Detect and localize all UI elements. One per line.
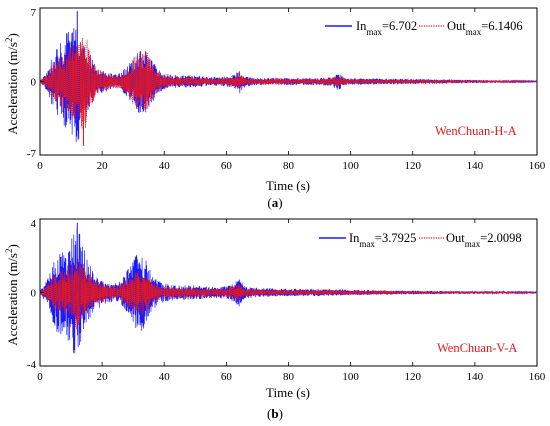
panel-b-x-tick-label: 160 xyxy=(529,371,546,383)
panel-b-x-tick-label: 100 xyxy=(342,371,359,383)
panel-b-caption: (b) xyxy=(267,406,283,421)
panel-a-chart: 0 20 40 60 80 100 120 140 160 -707 Acceleration … xyxy=(4,7,546,210)
panel-b-x-tick-label: 80 xyxy=(283,371,295,383)
panel-b-y-ticks: -4 0 4 xyxy=(27,218,44,371)
panel-b-chart: 0 20 40 60 80 100 120 140 160 -404 Acceleration … xyxy=(4,218,546,421)
panel-a-ylabel: Acceleration (m/s2) xyxy=(4,33,20,135)
panel-a-y-tick-label: 7 xyxy=(31,7,37,19)
panel-a-x-tick-label: 20 xyxy=(97,160,109,172)
panel-b-x-tick-label: 120 xyxy=(405,371,422,383)
panel-a-traces xyxy=(39,11,538,146)
panel-b-legend-in-label: Inmax=3.7925 xyxy=(349,231,416,249)
panel-a-xlabel: Time (s) xyxy=(266,178,310,193)
panel-a-series-out-line xyxy=(39,37,538,130)
panel-b-x-tick-label: 140 xyxy=(467,371,484,383)
panel-b-traces xyxy=(39,222,538,354)
panel-b-x-tick-label: 60 xyxy=(221,371,233,383)
panel-a-x-tick-label: 100 xyxy=(342,160,359,172)
panel-b-annotation: WenChuan-V-A xyxy=(437,341,517,355)
panel-a-x-tick-label: 120 xyxy=(405,160,422,172)
panel-a-x-tick-label: 60 xyxy=(221,160,233,172)
panel-b-xlabel: Time (s) xyxy=(266,385,310,400)
panel-b-y-tick-label: 0 xyxy=(31,288,37,300)
panel-a-caption: (a) xyxy=(267,195,282,210)
panel-a-x-tick-label: 80 xyxy=(283,160,295,172)
panel-a-y-tick-label: 0 xyxy=(31,77,37,89)
panel-a-y-tick-label: -7 xyxy=(27,148,37,160)
panel-a-x-tick-label: 140 xyxy=(467,160,484,172)
panel-b-y-tick-label: -4 xyxy=(27,359,37,371)
panel-b-legend: Inmax=3.7925 Outmax=2.0098 xyxy=(319,231,522,249)
panel-b-x-tick-label: 20 xyxy=(97,371,109,383)
panel-b-ylabel: Acceleration (m/s2) xyxy=(4,244,20,346)
panel-a-legend: Inmax=6.702 Outmax=6.1406 xyxy=(325,19,523,37)
panel-a-legend-in-label: Inmax=6.702 xyxy=(356,19,417,37)
panel-b-y-tick-label: 4 xyxy=(31,218,37,230)
panel-a-legend-out-label: Outmax=6.1406 xyxy=(447,19,523,37)
panel-b-x-ticks: 0 20 40 60 80 100 120 140 160 xyxy=(37,219,546,383)
panel-b-series-out-line xyxy=(39,259,538,327)
panel-a-x-tick-label: 0 xyxy=(37,160,43,172)
panel-a-x-ticks: 0 20 40 60 80 100 120 140 160 xyxy=(37,8,546,172)
panel-a-annotation: WenChuan-H-A xyxy=(435,124,517,138)
panel-b-legend-out-label: Outmax=2.0098 xyxy=(446,231,522,249)
panel-a-y-ticks: -7 0 7 xyxy=(27,7,44,160)
panel-b-x-tick-label: 40 xyxy=(159,371,171,383)
panel-a-x-tick-label: 160 xyxy=(529,160,546,172)
panel-a-series-in-line xyxy=(39,28,538,143)
panel-a-x-tick-label: 40 xyxy=(159,160,171,172)
panel-b-x-tick-label: 0 xyxy=(37,371,43,383)
